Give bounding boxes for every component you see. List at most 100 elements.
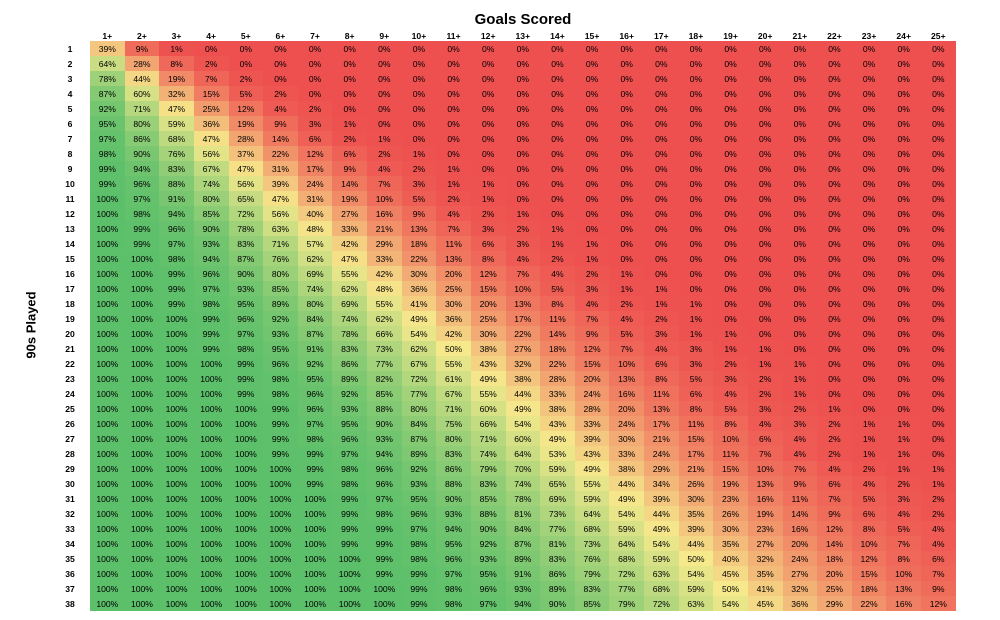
heatmap-cell: 100% — [193, 596, 229, 611]
heatmap-cell: 1% — [747, 341, 783, 356]
heatmap-cell: 39% — [263, 176, 298, 191]
heatmap-cell: 0% — [609, 146, 644, 161]
heatmap-cell: 0% — [540, 161, 575, 176]
heatmap-row: 25 100% 100% 100% 100% 100% 99% 96% 93% 88% 80% 71%… — [50, 401, 956, 416]
heatmap-cell: 0% — [782, 191, 818, 206]
heatmap-cell: 100% — [193, 431, 229, 446]
heatmap-cell: 100% — [263, 596, 298, 611]
heatmap-cell: 0% — [851, 266, 887, 281]
heatmap-cell: 16% — [367, 206, 402, 221]
heatmap-cell: 3% — [886, 491, 921, 506]
row-header-28: 28 — [65, 448, 75, 459]
heatmap-cell: 79% — [574, 566, 610, 581]
heatmap-cell: 37% — [228, 146, 264, 161]
heatmap-cell: 0% — [921, 251, 956, 266]
heatmap-cell: 70% — [505, 461, 541, 476]
row-header-24: 24 — [65, 388, 75, 399]
heatmap-cell: 100% — [193, 371, 229, 386]
heatmap-cell: 13% — [401, 221, 437, 236]
heatmap-cell: 100% — [228, 476, 264, 491]
heatmap-cell: 4% — [609, 311, 644, 326]
heatmap-cell: 100% — [193, 581, 229, 596]
heatmap-cell: 100% — [159, 371, 194, 386]
heatmap-cell: 86% — [540, 566, 575, 581]
heatmap-cell: 93% — [401, 476, 437, 491]
heatmap-cell: 0% — [921, 431, 956, 446]
heatmap-cell: 32% — [782, 581, 818, 596]
heatmap-cell: 80% — [401, 401, 437, 416]
heatmap-cell: 44% — [609, 476, 644, 491]
heatmap-cell: 0% — [470, 86, 506, 101]
heatmap-body: 1 39% 9% 1% 0% 0% 0% 0% 0% 0% 0% 0% 0% 0% 0% 0% 0% 0% 0% 0%… — [50, 41, 956, 611]
heatmap-cell: 100% — [159, 581, 194, 596]
heatmap-cell: 0% — [851, 281, 887, 296]
column-header-6: 6+ — [275, 30, 286, 41]
heatmap-cell: 48% — [297, 221, 333, 236]
heatmap-cell: 0% — [505, 101, 541, 116]
heatmap-cell: 67% — [193, 161, 229, 176]
heatmap-cell: 1% — [436, 161, 471, 176]
heatmap-cell: 27% — [505, 341, 541, 356]
heatmap-cell: 12% — [574, 341, 610, 356]
heatmap-cell: 55% — [436, 356, 471, 371]
heatmap-cell: 8% — [713, 416, 748, 431]
heatmap-cell: 1% — [574, 251, 610, 266]
heatmap-cell: 0% — [851, 236, 887, 251]
heatmap-cell: 0% — [851, 251, 887, 266]
heatmap-cell: 61% — [436, 371, 471, 386]
heatmap-cell: 19% — [159, 71, 194, 86]
heatmap-cell: 44% — [644, 506, 679, 521]
heatmap-cell: 0% — [367, 116, 402, 131]
heatmap-cell: 10% — [367, 191, 402, 206]
heatmap-cell: 54% — [644, 536, 679, 551]
heatmap-cell: 34% — [644, 476, 679, 491]
heatmap-cell: 45% — [747, 596, 783, 611]
heatmap-cell: 8% — [886, 551, 921, 566]
heatmap-cell: 85% — [367, 386, 402, 401]
heatmap-cell: 100% — [193, 491, 229, 506]
column-header-20: 20+ — [757, 30, 773, 41]
heatmap-cell: 99% — [332, 536, 367, 551]
heatmap-cell: 39% — [90, 41, 125, 56]
heatmap-cell: 56% — [263, 206, 298, 221]
heatmap-cell: 7% — [436, 221, 471, 236]
heatmap-cell: 5% — [886, 521, 921, 536]
heatmap-cell: 99% — [263, 416, 298, 431]
heatmap-cell: 59% — [540, 461, 575, 476]
heatmap-cell: 0% — [782, 326, 818, 341]
heatmap-cell: 0% — [851, 401, 887, 416]
heatmap-row: 29 100% 100% 100% 100% 100% 100% 99% 98% 96% 92% 86… — [50, 461, 956, 476]
heatmap-cell: 6% — [297, 131, 333, 146]
heatmap-cell: 100% — [90, 581, 125, 596]
heatmap-cell: 99% — [228, 371, 264, 386]
heatmap-cell: 1% — [332, 116, 367, 131]
heatmap-cell: 0% — [886, 356, 921, 371]
heatmap-cell: 29% — [644, 461, 679, 476]
heatmap-cell: 77% — [367, 356, 402, 371]
heatmap-cell: 0% — [540, 116, 575, 131]
heatmap-cell: 0% — [921, 446, 956, 461]
heatmap-cell: 90% — [470, 521, 506, 536]
heatmap-cell: 0% — [609, 251, 644, 266]
heatmap-cell: 0% — [886, 206, 921, 221]
heatmap-cell: 0% — [574, 191, 610, 206]
heatmap-cell: 100% — [159, 326, 194, 341]
heatmap-cell: 0% — [644, 86, 679, 101]
heatmap-cell: 66% — [470, 416, 506, 431]
heatmap-cell: 29% — [367, 236, 402, 251]
heatmap-cell: 4% — [505, 251, 541, 266]
heatmap-cell: 0% — [540, 101, 575, 116]
heatmap-row: 12 100% 98% 94% 85% 72% 56% 40% 27% 16% 9% 4% 2% 1% 0%… — [50, 206, 956, 221]
heatmap-cell: 100% — [193, 401, 229, 416]
heatmap-cell: 0% — [470, 71, 506, 86]
heatmap-cell: 13% — [436, 251, 471, 266]
heatmap-cell: 0% — [505, 131, 541, 146]
heatmap-cell: 7% — [747, 446, 783, 461]
heatmap-cell: 3% — [713, 371, 748, 386]
heatmap-cell: 100% — [124, 326, 160, 341]
heatmap-cell: 0% — [505, 56, 541, 71]
heatmap-cell: 93% — [436, 506, 471, 521]
heatmap-cell: 0% — [851, 311, 887, 326]
heatmap-cell: 77% — [609, 581, 644, 596]
heatmap-cell: 96% — [436, 551, 471, 566]
